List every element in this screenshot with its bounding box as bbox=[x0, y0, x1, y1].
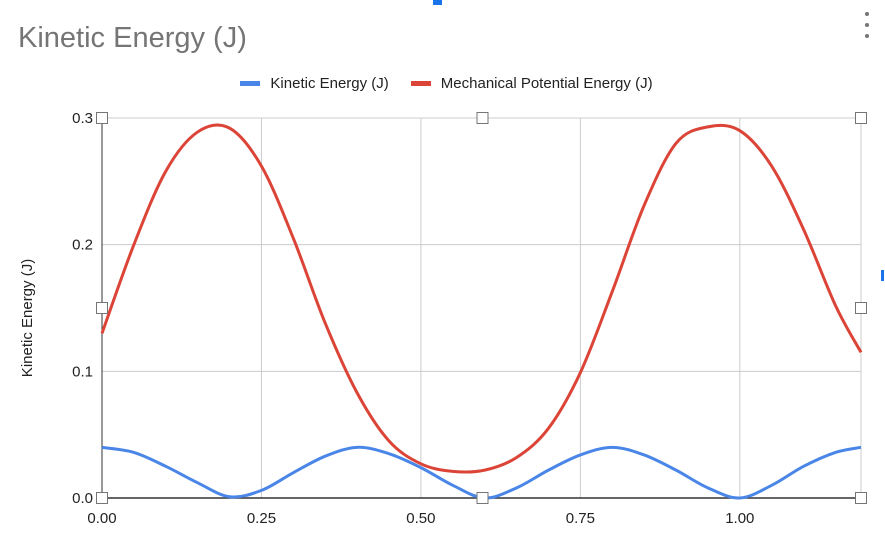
legend-swatch-kinetic bbox=[240, 80, 261, 86]
resize-edge-marker bbox=[881, 270, 884, 281]
resize-handle[interactable] bbox=[96, 302, 108, 314]
y-tick-label: 0.3 bbox=[72, 110, 93, 127]
resize-handle[interactable] bbox=[96, 492, 108, 504]
y-tick-label: 0.2 bbox=[72, 237, 93, 254]
menu-dot bbox=[865, 34, 869, 38]
legend-label-potential: Mechanical Potential Energy (J) bbox=[440, 74, 653, 92]
gridlines bbox=[102, 117, 862, 498]
y-tick-label: 0.0 bbox=[72, 490, 93, 507]
series-line-potential bbox=[100, 123, 863, 474]
resize-handle[interactable] bbox=[855, 112, 867, 124]
axes bbox=[101, 118, 861, 499]
legend-swatch-potential bbox=[410, 80, 431, 86]
menu-dot bbox=[865, 23, 869, 27]
chart-title: Kinetic Energy (J) bbox=[18, 22, 247, 54]
resize-handle[interactable] bbox=[476, 112, 489, 124]
y-tick-label: 0.1 bbox=[72, 363, 93, 380]
selection-handles bbox=[96, 112, 867, 504]
series-line-kinetic bbox=[101, 445, 862, 500]
y-axis-label: Kinetic Energy (J) bbox=[19, 259, 36, 377]
x-tick-label: 0.00 bbox=[87, 510, 116, 527]
tick-labels: 0.00 0.25 0.50 0.75 1.00 0.0 0.1 0.2 0.3 bbox=[72, 110, 754, 527]
chart-legend: Kinetic Energy (J) Mechanical Potential … bbox=[0, 72, 885, 94]
more-vert-icon[interactable] bbox=[862, 12, 872, 38]
legend-label-kinetic: Kinetic Energy (J) bbox=[270, 74, 389, 92]
x-tick-label: 1.00 bbox=[725, 510, 754, 527]
x-tick-label: 0.50 bbox=[406, 510, 435, 527]
resize-handle[interactable] bbox=[476, 492, 489, 504]
menu-dot bbox=[865, 12, 869, 16]
legend-item-potential[interactable]: Mechanical Potential Energy (J) bbox=[410, 74, 653, 92]
resize-handle[interactable] bbox=[855, 302, 867, 314]
selection-handle-marker bbox=[433, 0, 442, 5]
x-tick-label: 0.25 bbox=[247, 510, 276, 527]
series-lines bbox=[100, 123, 863, 500]
x-tick-label: 0.75 bbox=[566, 510, 595, 527]
resize-handle[interactable] bbox=[96, 112, 108, 124]
legend-item-kinetic[interactable]: Kinetic Energy (J) bbox=[240, 74, 389, 92]
resize-handle[interactable] bbox=[855, 492, 867, 504]
